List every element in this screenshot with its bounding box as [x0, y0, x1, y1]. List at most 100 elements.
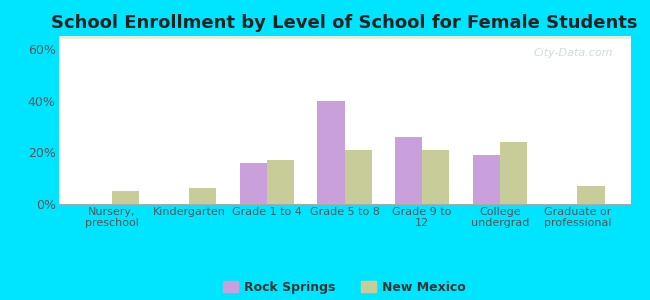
Bar: [577, 186, 605, 204]
Bar: [58, 37, 630, 39]
Text: City-Data.com: City-Data.com: [534, 48, 614, 58]
Bar: [58, 37, 630, 39]
Bar: [58, 36, 630, 38]
Bar: [58, 36, 630, 38]
Bar: [112, 191, 139, 204]
Bar: [58, 36, 630, 38]
Bar: [58, 38, 630, 39]
Bar: [58, 37, 630, 38]
Bar: [58, 37, 630, 39]
Bar: [58, 36, 630, 38]
Bar: [58, 37, 630, 39]
Bar: [189, 188, 216, 204]
Bar: [58, 36, 630, 38]
Bar: [58, 37, 630, 39]
Bar: [58, 37, 630, 39]
Bar: [58, 38, 630, 39]
Bar: [58, 36, 630, 38]
Bar: [58, 37, 630, 39]
Bar: [500, 142, 527, 204]
Bar: [58, 36, 630, 38]
Bar: [58, 36, 630, 38]
Bar: [58, 37, 630, 39]
Bar: [422, 150, 449, 204]
Bar: [58, 38, 630, 39]
Bar: [58, 36, 630, 38]
Bar: [58, 38, 630, 39]
Bar: [58, 37, 630, 38]
Bar: [240, 163, 267, 204]
Bar: [58, 37, 630, 38]
Bar: [58, 37, 630, 39]
Bar: [58, 37, 630, 39]
Bar: [473, 155, 500, 204]
Bar: [58, 38, 630, 39]
Bar: [58, 37, 630, 39]
Bar: [58, 37, 630, 38]
Bar: [58, 37, 630, 38]
Bar: [58, 36, 630, 38]
Bar: [58, 36, 630, 38]
Bar: [58, 36, 630, 38]
Bar: [58, 37, 630, 39]
Bar: [58, 37, 630, 38]
Bar: [58, 37, 630, 38]
Bar: [58, 38, 630, 39]
Bar: [58, 37, 630, 39]
Bar: [58, 37, 630, 38]
Bar: [317, 100, 344, 204]
Bar: [58, 38, 630, 39]
Bar: [58, 37, 630, 39]
Bar: [58, 37, 630, 38]
Bar: [58, 37, 630, 39]
Bar: [58, 36, 630, 38]
Bar: [58, 37, 630, 38]
Bar: [58, 37, 630, 38]
Bar: [58, 37, 630, 38]
Bar: [58, 37, 630, 39]
Bar: [58, 36, 630, 38]
Bar: [58, 37, 630, 38]
Bar: [58, 37, 630, 38]
Bar: [344, 150, 372, 204]
Bar: [58, 37, 630, 39]
Bar: [58, 37, 630, 39]
Bar: [58, 37, 630, 38]
Bar: [58, 37, 630, 39]
Bar: [58, 36, 630, 38]
Title: School Enrollment by Level of School for Female Students: School Enrollment by Level of School for…: [51, 14, 638, 32]
Bar: [58, 38, 630, 39]
Bar: [58, 37, 630, 39]
Bar: [58, 36, 630, 38]
Bar: [58, 38, 630, 39]
Bar: [58, 36, 630, 38]
Bar: [58, 38, 630, 39]
Bar: [58, 37, 630, 38]
Bar: [58, 36, 630, 38]
Bar: [58, 38, 630, 39]
Bar: [58, 38, 630, 39]
Bar: [58, 38, 630, 39]
Bar: [58, 37, 630, 38]
Bar: [58, 38, 630, 39]
Bar: [58, 36, 630, 38]
Bar: [58, 37, 630, 39]
Bar: [58, 38, 630, 39]
Legend: Rock Springs, New Mexico: Rock Springs, New Mexico: [218, 276, 471, 298]
Bar: [58, 36, 630, 38]
Bar: [58, 37, 630, 39]
Bar: [58, 37, 630, 39]
Bar: [58, 37, 630, 39]
Bar: [58, 37, 630, 38]
Bar: [58, 38, 630, 39]
Bar: [58, 37, 630, 38]
Bar: [58, 37, 630, 39]
Bar: [58, 37, 630, 39]
Bar: [58, 36, 630, 38]
Bar: [58, 37, 630, 39]
Bar: [58, 37, 630, 38]
Bar: [58, 37, 630, 38]
Bar: [58, 37, 630, 39]
Bar: [58, 36, 630, 38]
Bar: [58, 36, 630, 38]
